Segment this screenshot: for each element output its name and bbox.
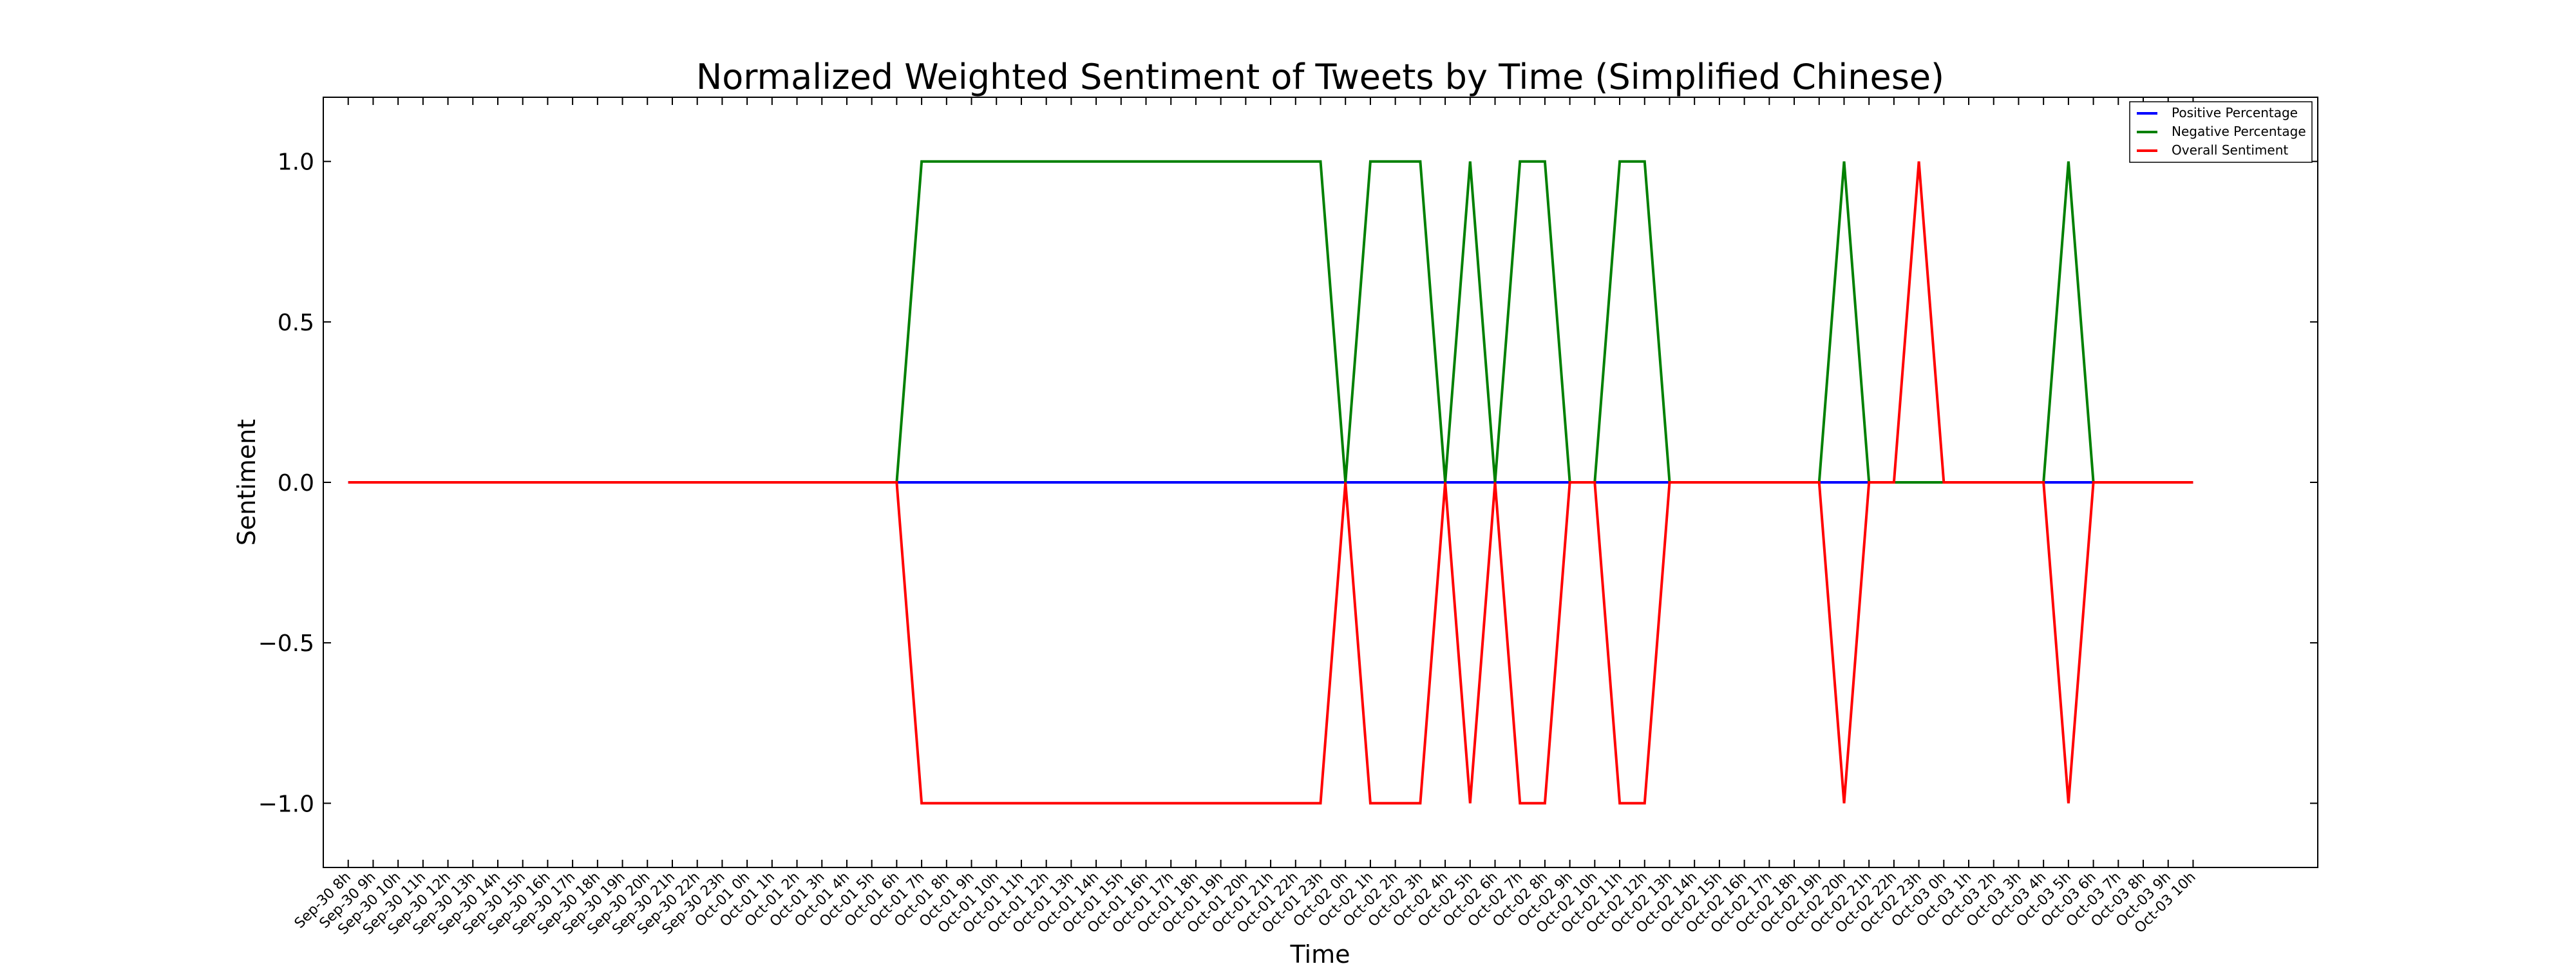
legend-label-overall: Overall Sentiment xyxy=(2172,142,2288,158)
series-line-overall-sentiment xyxy=(348,161,2193,805)
legend: Positive Percentage Negative Percentage … xyxy=(2129,101,2313,163)
legend-frame xyxy=(2129,101,2313,163)
y-tick-label: 0.0 xyxy=(278,470,314,497)
y-tick-label: 1.0 xyxy=(278,149,314,176)
y-axis-label: Sentiment xyxy=(232,419,261,545)
legend-label-positive: Positive Percentage xyxy=(2172,105,2298,120)
series-layer xyxy=(348,160,2193,805)
x-axis-label: Time xyxy=(1290,940,1350,966)
y-tick-label: −1.0 xyxy=(258,791,314,817)
y-tick-label: 0.5 xyxy=(278,310,314,336)
legend-label-negative: Negative Percentage xyxy=(2172,124,2306,139)
chart-title: Normalized Weighted Sentiment of Tweets … xyxy=(696,57,1944,97)
y-axis: −1.0 −0.5 0.0 0.5 1.0 xyxy=(258,149,2318,817)
y-tick-label: −0.5 xyxy=(258,630,314,657)
